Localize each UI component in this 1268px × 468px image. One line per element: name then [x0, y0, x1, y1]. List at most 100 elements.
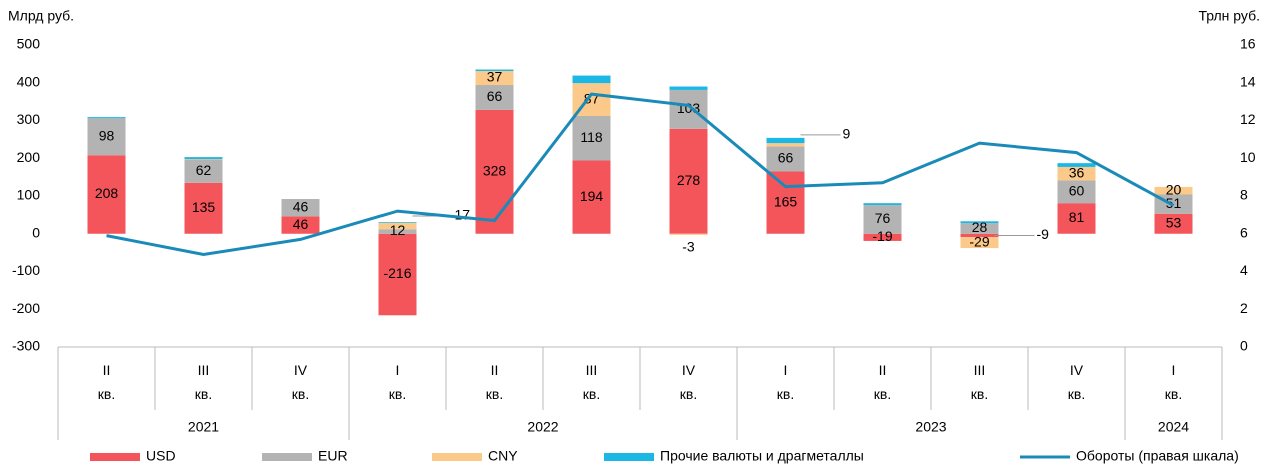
y2-tick-label: 10 — [1240, 149, 1256, 165]
bar-segment — [87, 155, 126, 234]
y-tick-label: 400 — [17, 73, 41, 89]
x-tick-label: I кв. — [776, 362, 795, 402]
bar-segment — [1154, 213, 1193, 234]
x-tick-label: III кв. — [970, 362, 989, 402]
x-tick-label: II кв. — [873, 362, 892, 402]
y2-tick-label: 6 — [1240, 224, 1248, 240]
data-label: 20 — [1166, 181, 1182, 197]
data-label: 118 — [580, 129, 603, 145]
legend-label: EUR — [318, 448, 348, 464]
bar-segment — [960, 233, 999, 238]
data-label: 53 — [1166, 214, 1182, 230]
bar-segment — [1057, 180, 1096, 204]
y-axis-label: Млрд руб. — [8, 8, 74, 24]
bar-segment — [863, 205, 902, 234]
data-label: 76 — [875, 210, 891, 226]
y-tick-label: 200 — [17, 149, 41, 165]
x-tick-label: IV кв. — [291, 362, 310, 402]
year-label: 2021 — [188, 419, 219, 435]
data-label: 66 — [487, 88, 503, 104]
data-label: 46 — [293, 216, 309, 232]
bar-segment — [378, 233, 417, 316]
bar-segment — [572, 160, 611, 234]
bar-segment — [766, 146, 805, 172]
data-label: -9 — [1037, 226, 1050, 242]
bar-segment — [572, 75, 611, 84]
bar-segment — [184, 182, 223, 234]
bar-segment — [475, 109, 514, 234]
bar-segment — [960, 237, 999, 249]
bar-segment — [669, 89, 708, 129]
data-label: 194 — [580, 188, 604, 204]
bar-segment — [766, 171, 805, 234]
legend-swatch — [604, 453, 654, 461]
data-label: 62 — [196, 162, 212, 178]
bar-segment — [378, 222, 417, 230]
legend-label: USD — [146, 448, 176, 464]
y-tick-label: 0 — [32, 224, 40, 240]
bar-segment — [378, 222, 417, 223]
bar-segment — [863, 203, 902, 206]
y2-tick-label: 8 — [1240, 187, 1248, 203]
y2-tick-label: 0 — [1240, 338, 1248, 354]
bar-segment — [475, 85, 514, 110]
bar-segment — [669, 233, 708, 235]
data-label: 98 — [99, 127, 115, 143]
legend-label: CNY — [488, 448, 518, 464]
data-label: -3 — [682, 238, 695, 254]
legend-swatch — [90, 453, 140, 461]
legend-label: Обороты (правая шкала) — [1076, 448, 1239, 464]
y-tick-label: -100 — [12, 262, 40, 278]
data-label: 66 — [778, 150, 794, 166]
data-label: -29 — [969, 233, 989, 249]
y2-tick-label: 14 — [1240, 73, 1256, 89]
x-tick-label: I кв. — [388, 362, 407, 402]
bar-segment — [669, 86, 708, 90]
x-tick-label: I кв. — [1164, 362, 1183, 402]
bar-segment — [960, 221, 999, 224]
data-label: 135 — [192, 199, 216, 215]
data-label: 17 — [455, 207, 471, 223]
bar-segment — [281, 199, 320, 217]
bar-segment — [766, 137, 805, 144]
x-tick-label: II кв. — [97, 362, 116, 402]
data-label: 37 — [487, 69, 503, 85]
data-label: 165 — [774, 193, 798, 209]
bar-segment — [184, 157, 223, 160]
bar-segment — [281, 216, 320, 234]
legend-swatch — [262, 453, 312, 461]
bar-segment — [1057, 163, 1096, 167]
bar-segment — [863, 233, 902, 241]
data-label: 278 — [677, 172, 701, 188]
data-label: 9 — [843, 126, 851, 142]
x-tick-label: III кв. — [582, 362, 601, 402]
bar-segment — [184, 159, 223, 183]
year-label: 2023 — [915, 419, 946, 435]
bar-segment — [475, 71, 514, 86]
data-label: -19 — [872, 228, 892, 244]
bar-segment — [669, 128, 708, 234]
data-label: 46 — [293, 198, 309, 214]
y-tick-label: 300 — [17, 111, 41, 127]
bar-segment — [960, 223, 999, 234]
bar-segment — [475, 69, 514, 72]
x-tick-label: III кв. — [194, 362, 213, 402]
data-label: 81 — [1069, 209, 1085, 225]
bar-segment — [572, 115, 611, 161]
bar-segment — [766, 143, 805, 147]
data-label: 328 — [483, 163, 507, 179]
year-label: 2022 — [527, 419, 558, 435]
data-label: 12 — [390, 222, 406, 238]
x-tick-label: IV кв. — [679, 362, 698, 402]
year-label: 2024 — [1158, 419, 1189, 435]
y2-tick-label: 2 — [1240, 300, 1248, 316]
data-label: 60 — [1069, 183, 1085, 199]
y-tick-label: 500 — [17, 36, 41, 52]
bar-segment — [1057, 166, 1096, 181]
legend-label: Прочие валюты и драгметаллы — [660, 448, 864, 464]
y-tick-label: 100 — [17, 187, 41, 203]
y-tick-label: -300 — [12, 338, 40, 354]
bar-segment — [87, 117, 126, 119]
y2-tick-label: 4 — [1240, 262, 1248, 278]
